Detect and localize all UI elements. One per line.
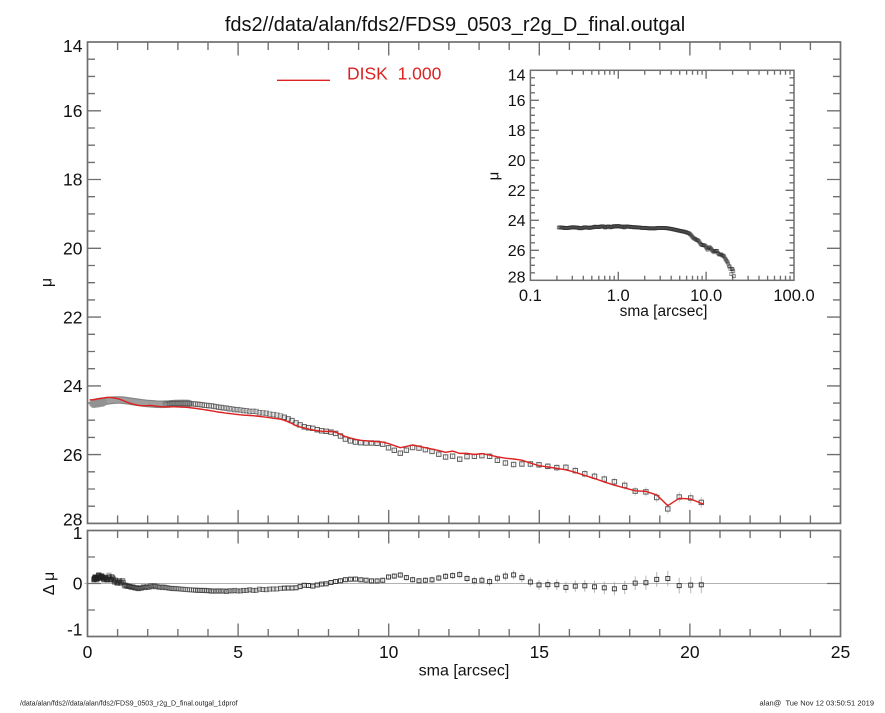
svg-text:10.0: 10.0 [690,287,722,305]
svg-text:24: 24 [508,213,526,230]
svg-text:sma [arcsec]: sma [arcsec] [419,663,510,680]
svg-text:Δ μ: Δ μ [41,572,58,595]
svg-text:16: 16 [63,101,82,121]
svg-text:26: 26 [63,445,82,465]
svg-text:1.0: 1.0 [607,287,630,305]
svg-text:5: 5 [233,642,243,662]
svg-text:fds2//data/alan/fds2/FDS9_0503: fds2//data/alan/fds2/FDS9_0503_r2g_D_fin… [225,14,685,36]
svg-text:-1: -1 [67,619,83,639]
svg-text:18: 18 [63,170,82,190]
svg-text:0: 0 [73,574,83,594]
svg-text:0.1: 0.1 [519,287,542,305]
svg-text:DISK 1.000: DISK 1.000 [347,64,442,84]
svg-text:100.0: 100.0 [773,287,814,305]
svg-text:10: 10 [379,642,399,662]
svg-text:μ: μ [39,278,56,287]
svg-text:20: 20 [508,153,526,170]
svg-text:μ: μ [486,172,503,181]
svg-text:/data/alan/fds2//data/alan/fds: /data/alan/fds2//data/alan/fds2/FDS9_050… [20,701,238,708]
svg-text:25: 25 [831,642,850,662]
svg-text:alan@ Tue Nov 12 03:50:51 201: alan@ Tue Nov 12 03:50:51 2019 [760,699,875,708]
svg-text:26: 26 [508,243,526,260]
svg-text:15: 15 [530,642,549,662]
svg-text:14: 14 [63,36,83,56]
svg-text:16: 16 [508,93,526,110]
svg-text:20: 20 [63,239,83,259]
svg-text:14: 14 [508,68,526,85]
svg-text:28: 28 [63,509,82,529]
svg-text:sma [arcsec]: sma [arcsec] [620,303,708,320]
svg-text:20: 20 [680,642,700,662]
svg-text:18: 18 [508,123,526,140]
svg-text:0: 0 [83,642,93,662]
svg-text:22: 22 [63,307,82,327]
svg-text:1: 1 [73,523,83,543]
svg-text:24: 24 [63,376,83,396]
svg-text:28: 28 [508,269,526,286]
svg-text:22: 22 [508,183,526,200]
